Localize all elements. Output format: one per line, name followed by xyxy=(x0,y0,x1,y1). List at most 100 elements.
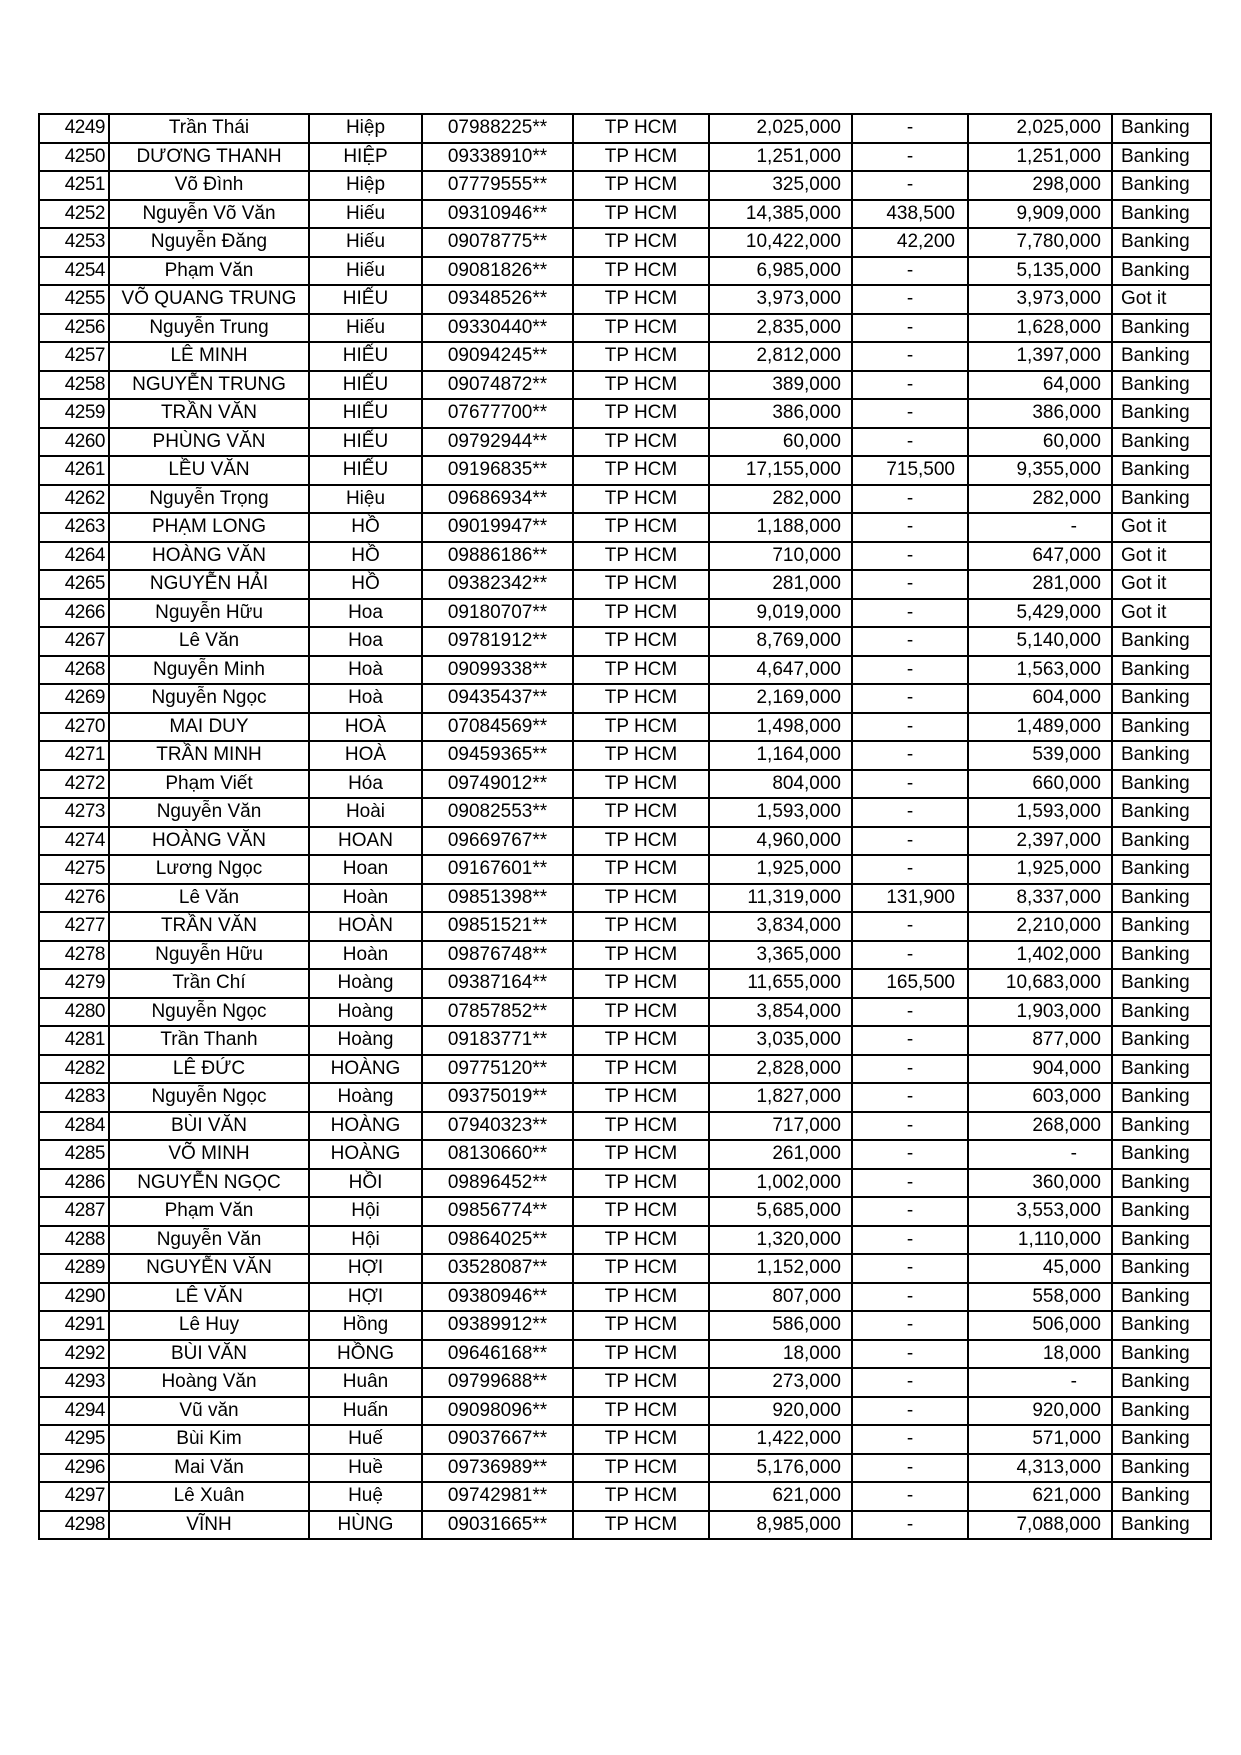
net-amount-cell: 877,000 xyxy=(967,1025,1113,1056)
given-name-cell: Hội xyxy=(308,1196,423,1227)
surname-middle-name-cell: TRẦN VĂN xyxy=(108,911,310,942)
payment-method-cell: Banking xyxy=(1111,1224,1212,1255)
given-name-cell: HỢI xyxy=(308,1281,423,1312)
table-row: 4266 Nguyễn Hữu Hoa 09180707** TP HCM 9,019,0… xyxy=(38,597,1212,628)
payment-method-cell: Banking xyxy=(1111,797,1212,828)
net-amount-cell: 9,355,000 xyxy=(967,455,1113,486)
city-cell: TP HCM xyxy=(572,768,710,799)
table-row: 4281 Trần Thanh Hoàng 09183771** TP HCM 3,035… xyxy=(38,1025,1212,1056)
deduction-cell: - xyxy=(851,483,969,514)
payment-method-cell: Got it xyxy=(1111,597,1212,628)
net-amount-cell: 1,628,000 xyxy=(967,312,1113,343)
city-cell: TP HCM xyxy=(572,113,710,144)
row-number-cell: 4280 xyxy=(38,996,110,1027)
city-cell: TP HCM xyxy=(572,1167,710,1198)
table-row: 4279 Trần Chí Hoàng 09387164** TP HCM 11,655,… xyxy=(38,968,1212,999)
amount-cell: 17,155,000 xyxy=(708,455,853,486)
table-row: 4276 Lê Văn Hoàn 09851398** TP HCM 11,319,000… xyxy=(38,882,1212,913)
phone-number-cell: 09167601** xyxy=(421,854,574,885)
amount-cell: 2,828,000 xyxy=(708,1053,853,1084)
net-amount-cell: 4,313,000 xyxy=(967,1452,1113,1483)
payment-method-cell: Banking xyxy=(1111,996,1212,1027)
surname-middle-name-cell: LỀU VĂN xyxy=(108,455,310,486)
table-row: 4280 Nguyễn Ngọc Hoàng 07857852** TP HCM 3,85… xyxy=(38,996,1212,1027)
city-cell: TP HCM xyxy=(572,654,710,685)
recipient-table: 4249 Trần Thái Hiệp 07988225** TP HCM 2,025,0… xyxy=(38,113,1212,1540)
row-number-cell: 4291 xyxy=(38,1310,110,1341)
given-name-cell: Hoa xyxy=(308,597,423,628)
surname-middle-name-cell: Lê Văn xyxy=(108,882,310,913)
row-number-cell: 4265 xyxy=(38,569,110,600)
deduction-cell: - xyxy=(851,1281,969,1312)
row-number-cell: 4292 xyxy=(38,1338,110,1369)
table-row: 4261 LỀU VĂN HIẾU 09196835** TP HCM 17,155,00… xyxy=(38,455,1212,486)
table-row: 4298 VĨNH HÙNG 09031665** TP HCM 8,985,000-7,… xyxy=(38,1509,1212,1540)
net-amount-cell: 298,000 xyxy=(967,170,1113,201)
deduction-cell: - xyxy=(851,1224,969,1255)
deduction-cell: - xyxy=(851,312,969,343)
surname-middle-name-cell: Bùi Kim xyxy=(108,1424,310,1455)
amount-cell: 60,000 xyxy=(708,426,853,457)
row-number-cell: 4293 xyxy=(38,1367,110,1398)
net-amount-cell: 7,088,000 xyxy=(967,1509,1113,1540)
phone-number-cell: 07940323** xyxy=(421,1110,574,1141)
row-number-cell: 4287 xyxy=(38,1196,110,1227)
amount-cell: 1,152,000 xyxy=(708,1253,853,1284)
payment-method-cell: Banking xyxy=(1111,1053,1212,1084)
surname-middle-name-cell: NGUYỄN TRUNG xyxy=(108,369,310,400)
payment-method-cell: Banking xyxy=(1111,1281,1212,1312)
amount-cell: 3,973,000 xyxy=(708,284,853,315)
net-amount-cell: 558,000 xyxy=(967,1281,1113,1312)
surname-middle-name-cell: Nguyễn Minh xyxy=(108,654,310,685)
payment-method-cell: Got it xyxy=(1111,569,1212,600)
phone-number-cell: 07084569** xyxy=(421,711,574,742)
given-name-cell: Hoa xyxy=(308,626,423,657)
row-number-cell: 4274 xyxy=(38,825,110,856)
deduction-cell: - xyxy=(851,1082,969,1113)
phone-number-cell: 09074872** xyxy=(421,369,574,400)
net-amount-cell: 9,909,000 xyxy=(967,198,1113,229)
deduction-cell: - xyxy=(851,255,969,286)
net-amount-cell: 3,553,000 xyxy=(967,1196,1113,1227)
phone-number-cell: 09094245** xyxy=(421,341,574,372)
surname-middle-name-cell: Nguyễn Võ Văn xyxy=(108,198,310,229)
net-amount-cell: 2,025,000 xyxy=(967,113,1113,144)
amount-cell: 325,000 xyxy=(708,170,853,201)
row-number-cell: 4284 xyxy=(38,1110,110,1141)
net-amount-cell: 1,593,000 xyxy=(967,797,1113,828)
phone-number-cell: 09389912** xyxy=(421,1310,574,1341)
surname-middle-name-cell: Nguyễn Đăng xyxy=(108,227,310,258)
city-cell: TP HCM xyxy=(572,1224,710,1255)
given-name-cell: Hội xyxy=(308,1224,423,1255)
phone-number-cell: 09348526** xyxy=(421,284,574,315)
phone-number-cell: 09375019** xyxy=(421,1082,574,1113)
net-amount-cell: 60,000 xyxy=(967,426,1113,457)
given-name-cell: Huề xyxy=(308,1452,423,1483)
deduction-cell: - xyxy=(851,654,969,685)
deduction-cell: - xyxy=(851,540,969,571)
phone-number-cell: 09742981** xyxy=(421,1481,574,1512)
surname-middle-name-cell: Nguyễn Trung xyxy=(108,312,310,343)
phone-number-cell: 09781912** xyxy=(421,626,574,657)
deduction-cell: - xyxy=(851,512,969,543)
phone-number-cell: 09338910** xyxy=(421,141,574,172)
surname-middle-name-cell: Phạm Viết xyxy=(108,768,310,799)
phone-number-cell: 09183771** xyxy=(421,1025,574,1056)
net-amount-cell: 539,000 xyxy=(967,740,1113,771)
amount-cell: 9,019,000 xyxy=(708,597,853,628)
surname-middle-name-cell: VĨNH xyxy=(108,1509,310,1540)
surname-middle-name-cell: NGUYỄN VĂN xyxy=(108,1253,310,1284)
net-amount-cell: 2,210,000 xyxy=(967,911,1113,942)
row-number-cell: 4257 xyxy=(38,341,110,372)
surname-middle-name-cell: Nguyễn Hữu xyxy=(108,939,310,970)
amount-cell: 261,000 xyxy=(708,1139,853,1170)
payment-method-cell: Banking xyxy=(1111,1139,1212,1170)
city-cell: TP HCM xyxy=(572,141,710,172)
given-name-cell: Hồng xyxy=(308,1310,423,1341)
row-number-cell: 4271 xyxy=(38,740,110,771)
amount-cell: 11,319,000 xyxy=(708,882,853,913)
payment-method-cell: Banking xyxy=(1111,626,1212,657)
amount-cell: 389,000 xyxy=(708,369,853,400)
city-cell: TP HCM xyxy=(572,1509,710,1540)
deduction-cell: - xyxy=(851,1338,969,1369)
